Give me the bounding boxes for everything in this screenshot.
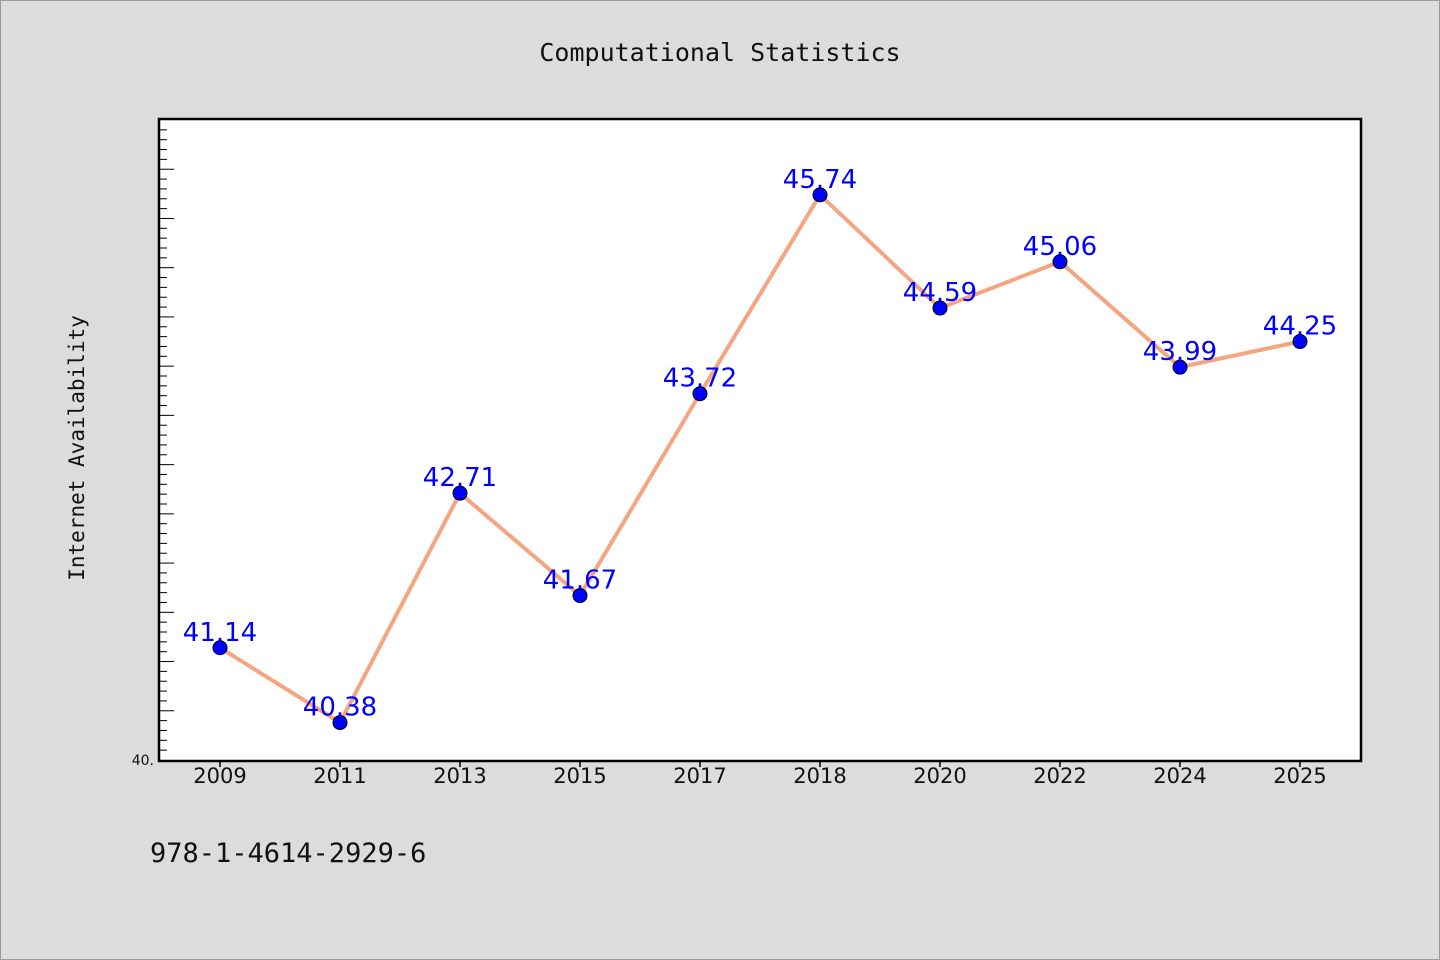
data-label: 45.74 [783,165,857,195]
data-label: 42.71 [423,463,497,493]
data-point [1052,254,1068,270]
y-tick-label: 40. [132,753,154,769]
data-point [1292,334,1308,350]
x-tick-label: 2013 [433,764,486,788]
data-point [212,640,228,656]
data-point [932,300,948,316]
footer-isbn: 978-1-4614-2929-6 [150,838,426,869]
data-point [1172,359,1188,375]
x-tick-label: 2017 [673,764,726,788]
data-label: 44.25 [1263,312,1337,342]
x-tick-label: 2011 [313,764,366,788]
plot-area [157,117,1363,763]
x-tick-label: 2024 [1153,764,1206,788]
x-tick-label: 2025 [1273,764,1326,788]
x-tick-label: 2009 [193,764,246,788]
x-tick-label: 2015 [553,764,606,788]
x-axis-ticks: 2009 2011 2013 2015 2017 2018 2020 2022 2024 2025 [193,761,1327,788]
data-labels: 41.14 40.38 42.71 41.67 43.72 45.74 44.59 45.06… [183,165,1337,723]
chart-title: Computational Statistics [539,38,900,67]
data-label: 43.72 [663,364,737,394]
series-line [218,192,1302,725]
data-label: 40.38 [303,693,377,723]
y-axis-label: Internet Availability [65,315,89,581]
data-points [212,187,1308,731]
x-tick-label: 2022 [1033,764,1086,788]
x-tick-label: 2018 [793,764,846,788]
data-point [572,588,588,604]
data-label: 45.06 [1023,232,1097,262]
data-label: 41.67 [543,566,617,596]
data-point [332,715,348,731]
data-label: 44.59 [903,278,977,308]
data-point [692,386,708,402]
data-label: 43.99 [1143,337,1217,367]
x-tick-label: 2020 [913,764,966,788]
y-axis-ticks [160,129,174,751]
data-point [452,485,468,501]
series-line-group [218,192,1302,725]
data-point [812,187,828,203]
data-label: 41.14 [183,618,257,648]
